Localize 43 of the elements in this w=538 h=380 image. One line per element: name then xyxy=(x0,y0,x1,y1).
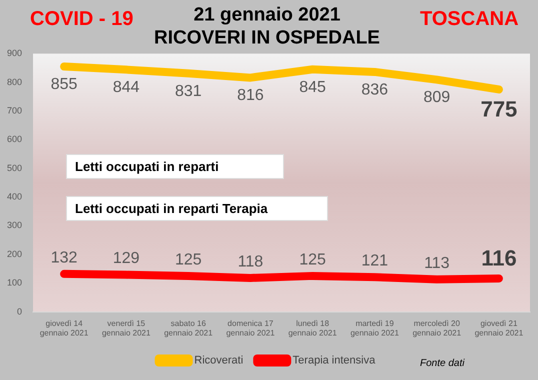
y-tick-label: 200 xyxy=(6,248,22,259)
x-tick-label: mercoledì 20 gennaio 2021 xyxy=(412,318,462,338)
x-tick-label: giovedì 21 gennaio 2021 xyxy=(474,318,524,338)
y-tick-label: 600 xyxy=(6,134,22,144)
y-tick-label: 800 xyxy=(6,76,22,87)
legend-label: Terapia intensiva xyxy=(292,354,376,367)
data-label: 132 xyxy=(50,249,78,266)
data-label: 129 xyxy=(112,250,140,268)
y-tick-label: 0 xyxy=(17,306,22,316)
y-tick-label: 700 xyxy=(6,105,22,116)
data-label: 125 xyxy=(299,251,326,268)
y-tick-label: 100 xyxy=(6,278,22,288)
x-tick-label: lunedì 18 gennaio 2021 xyxy=(288,318,338,338)
text: COVID - 19 xyxy=(30,8,134,31)
data-label: 831 xyxy=(174,82,202,100)
data-label: 125 xyxy=(174,251,202,268)
text: TOSCANA xyxy=(420,8,519,31)
data-label: 816 xyxy=(237,87,264,104)
y-tick-label: 300 xyxy=(6,220,22,230)
data-label: 775 xyxy=(480,96,518,122)
chart-title: 21 gennaio 2021 xyxy=(194,4,341,26)
data-label: 116 xyxy=(481,246,517,271)
x-tick-label: sabato 16 gennaio 2021 xyxy=(164,318,214,338)
data-label: 855 xyxy=(50,76,78,93)
y-tick-label: 900 xyxy=(6,48,22,58)
data-label: 836 xyxy=(361,81,388,98)
text-box: Letti occupati in reparti xyxy=(66,154,284,179)
chart-subtitle: RICOVERI IN OSPEDALE xyxy=(154,27,380,48)
x-tick-label: giovedì 14 gennaio 2021 xyxy=(40,318,89,338)
data-label: 113 xyxy=(424,254,450,272)
data-label: 118 xyxy=(238,253,264,270)
x-tick-label: venerdì 15 gennaio 2021 xyxy=(102,318,151,338)
source-note: Fonte dati xyxy=(420,358,464,369)
y-tick-label: 500 xyxy=(6,162,22,173)
legend-label: Ricoverati xyxy=(194,354,244,367)
x-tick-label: martedì 19 gennaio 2021 xyxy=(350,318,400,338)
data-label: 121 xyxy=(361,252,388,270)
x-tick-label: domenica 17 gennaio 2021 xyxy=(226,318,276,338)
y-tick-label: 400 xyxy=(6,192,22,202)
text-box: Letti occupati in reparti Terapia xyxy=(66,196,328,221)
data-label: 809 xyxy=(423,89,450,106)
data-label: 845 xyxy=(299,78,326,96)
data-label: 844 xyxy=(112,79,140,96)
